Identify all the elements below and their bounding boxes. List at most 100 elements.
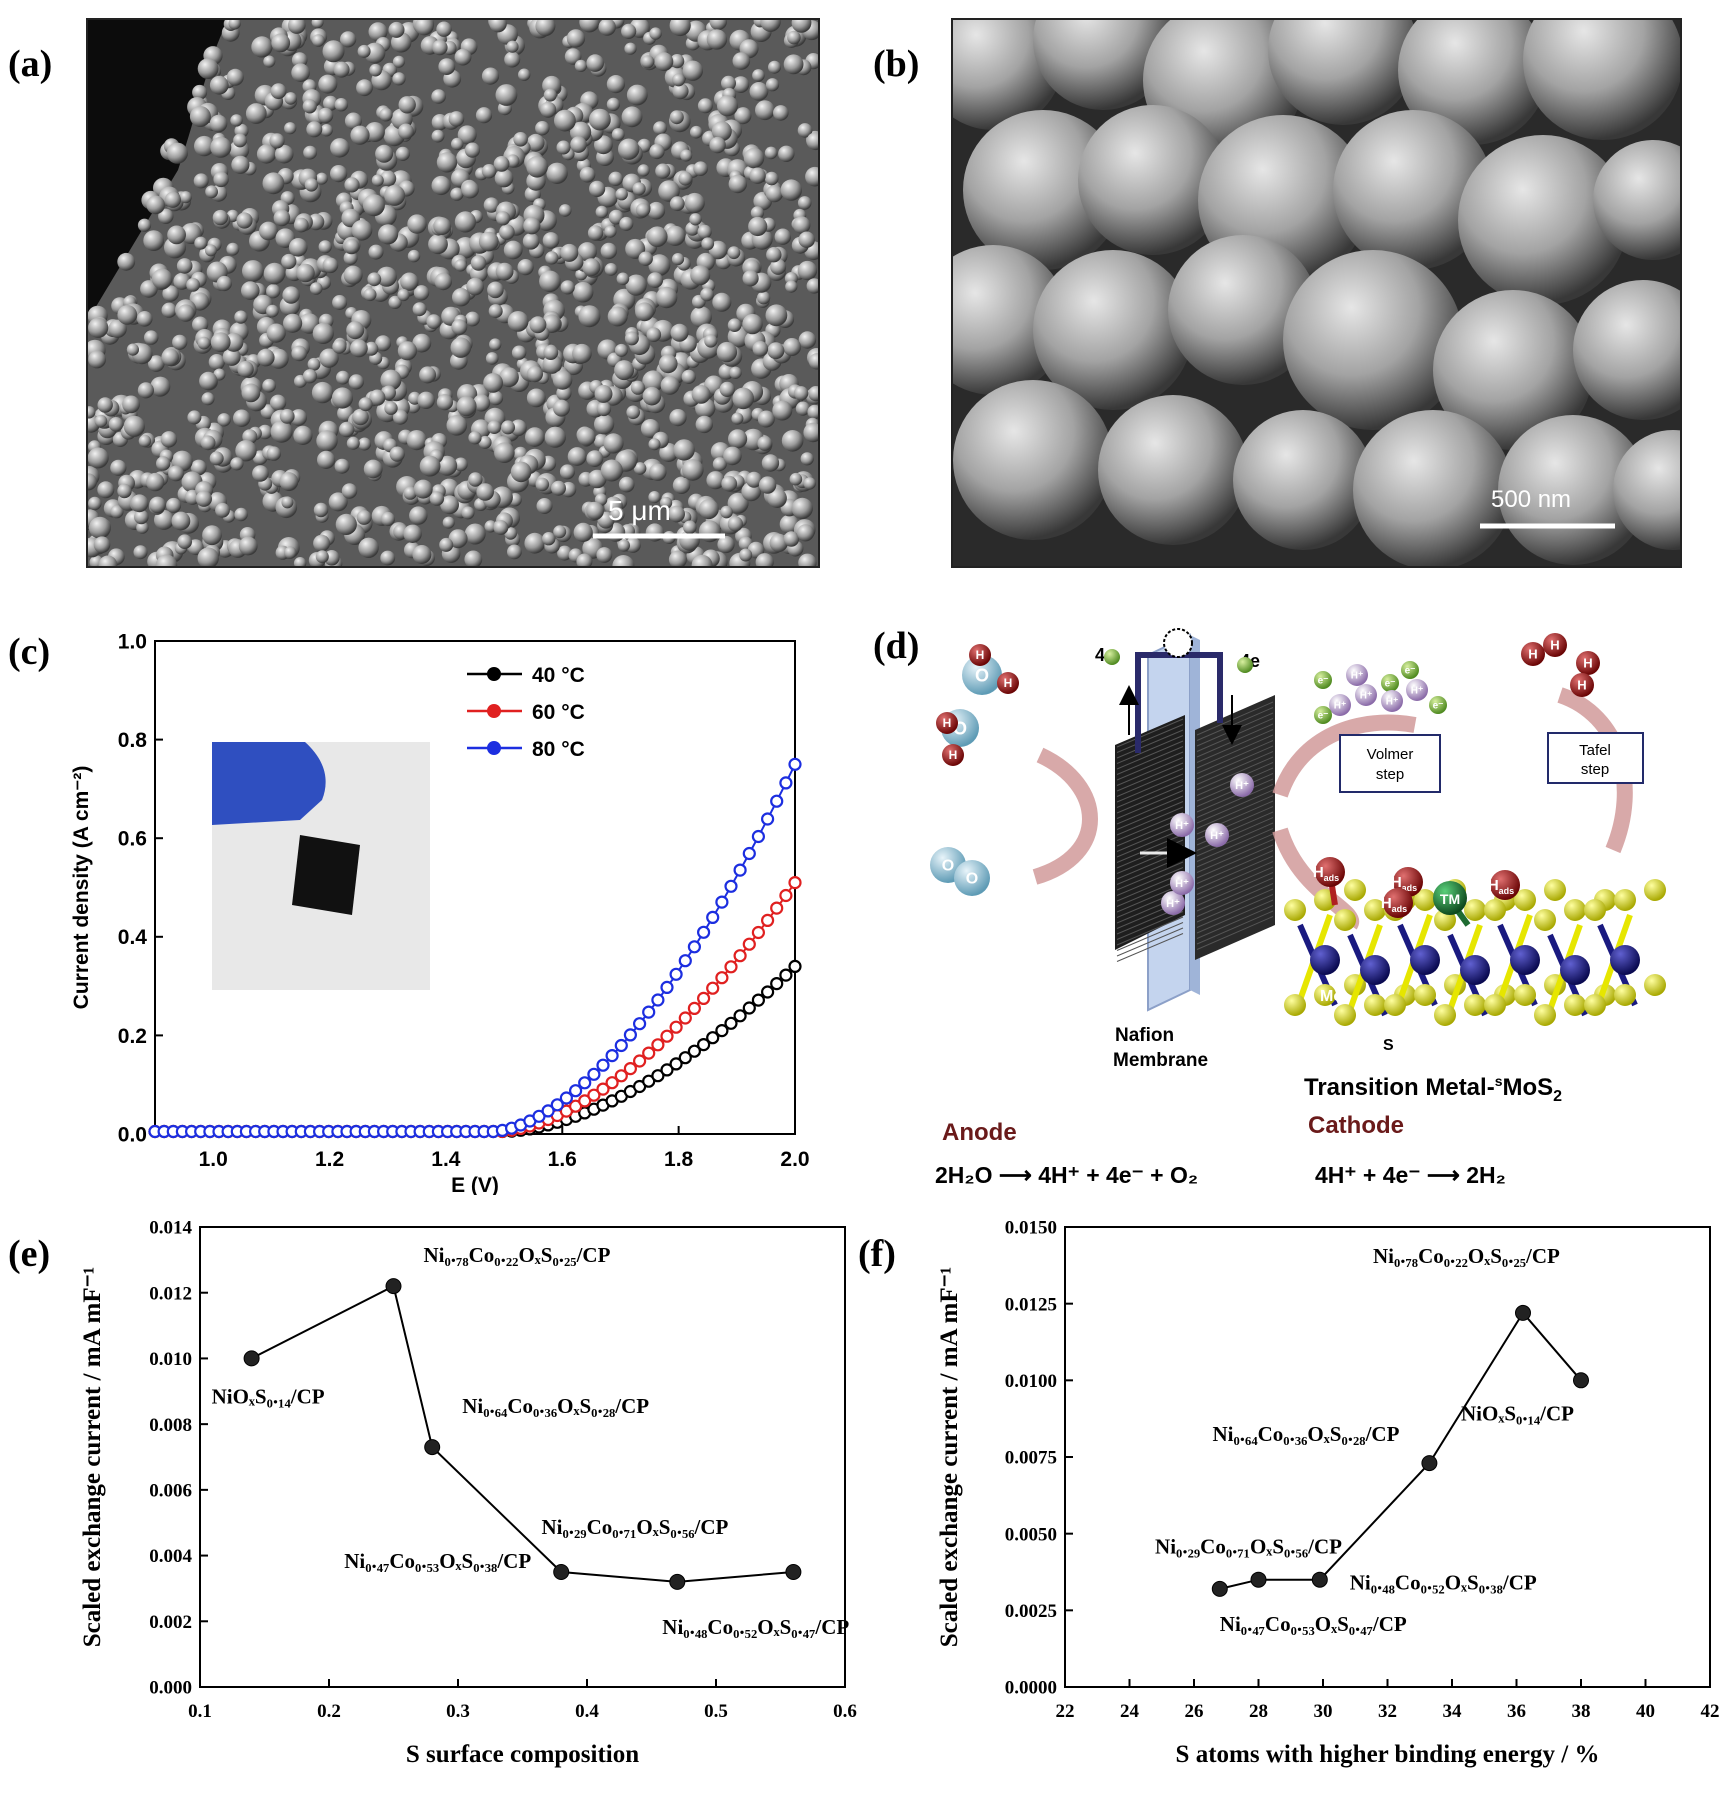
panel-c-letter: (c)	[8, 631, 51, 673]
molybdenum-atom	[1510, 945, 1540, 975]
sulfur-atom	[1434, 1004, 1456, 1026]
proton-6	[1406, 679, 1428, 701]
sulfur-atom	[1314, 984, 1336, 1006]
data-point	[706, 1031, 720, 1045]
scale-bar-label-b: 500 nm	[1491, 486, 1571, 513]
y-tick-label: 0.0	[118, 1123, 147, 1146]
legend-marker	[487, 667, 501, 681]
legend-label: 60 °C	[532, 701, 585, 724]
o2-atom-b-label: O	[966, 871, 978, 888]
membrane-proton-1-label: H⁺	[1235, 780, 1249, 792]
electron-5	[1401, 661, 1419, 679]
membrane-proton-4	[1161, 891, 1185, 915]
data-point	[742, 846, 756, 861]
x-tick-label: 42	[1701, 1701, 1720, 1722]
h-ads-1	[1315, 857, 1345, 887]
electron-9	[1314, 706, 1332, 724]
data-point	[632, 1017, 647, 1031]
x-tick-label: 1.2	[315, 1148, 344, 1171]
data-point	[788, 757, 802, 771]
sem-image-b: 500 nm	[951, 18, 1682, 568]
data-point	[724, 1016, 738, 1030]
membrane-label-1: Nafion	[1115, 1025, 1174, 1046]
data-point	[614, 1069, 628, 1083]
x-tick-label: 34	[1443, 1701, 1463, 1722]
sem-a-texture: 5 μm	[88, 20, 818, 566]
point-label: Ni₀.₄₈Co₀.₅₂OₓS₀.₄₇/CP	[662, 1615, 849, 1639]
data-point	[642, 1074, 656, 1088]
h2b-atom-a	[1576, 651, 1600, 675]
data-point	[669, 1020, 683, 1034]
proton-3-label: H⁺	[1360, 691, 1373, 702]
panel-e-letter: (e)	[8, 1233, 51, 1275]
water2-hydrogen-a-label: H	[943, 716, 952, 730]
data-point	[1311, 1571, 1328, 1588]
point-label: Ni₀.₇₈Co₀.₂₂OₓS₀.₂₅/CP	[1373, 1244, 1560, 1268]
s-atom-label: S	[1383, 1037, 1394, 1054]
y-tick-label: 0.006	[149, 1481, 192, 1502]
data-point	[715, 895, 729, 909]
x-tick-label: 22	[1056, 1701, 1075, 1722]
point-label: Ni₀.₄₈Co₀.₅₂OₓS₀.₃₈/CP	[1350, 1571, 1537, 1595]
chart-e: 0.1 0.2 0.3 0.4 0.5 0.6 0.000 0.002 0.004 0.006 0.…	[79, 1218, 857, 1768]
tafel-label-1: Tafel	[1579, 742, 1611, 759]
sulfur-atom	[1484, 899, 1506, 921]
data-point	[687, 940, 702, 954]
volmer-label-2: step	[1376, 766, 1404, 783]
x-tick-label: 1.8	[664, 1148, 694, 1171]
point-label: NiOₓS₀.₁₄/CP	[212, 1384, 325, 1408]
y-tick-label: 0.002	[149, 1612, 192, 1633]
h2a-atom-a-label: H	[1528, 647, 1537, 662]
legend-label: 40 °C	[532, 664, 585, 687]
mos2-lattice: Hads Hads Hads TM Hads	[1284, 857, 1666, 1026]
y-axis-label: Scaled exchange current / mA mF⁻¹	[936, 1267, 963, 1648]
y-tick-label: 0.0000	[1005, 1678, 1057, 1699]
h2b-atom-a-label: H	[1583, 656, 1592, 671]
data-point	[678, 954, 692, 968]
h-ads-4	[1490, 870, 1520, 900]
data-point	[715, 1024, 729, 1038]
sulfur-atom	[1534, 1004, 1556, 1026]
data-point	[706, 981, 720, 995]
membrane-proton-4-label: H⁺	[1166, 898, 1180, 910]
data-point	[788, 876, 802, 890]
proton-7-label: H⁺	[1386, 697, 1399, 708]
data-point	[678, 1011, 692, 1025]
data-point	[760, 985, 775, 999]
data-point	[578, 1076, 592, 1090]
electron-9-label: e⁻	[1318, 711, 1329, 722]
y-tick-label: 0.0150	[1005, 1218, 1057, 1239]
sulfur-atom	[1584, 994, 1606, 1016]
data-point	[779, 776, 793, 790]
y-tick-label: 0.0050	[1005, 1524, 1057, 1545]
data-point	[651, 993, 665, 1007]
y-axis-label: Scaled exchange current / mA mF⁻¹	[79, 1267, 106, 1648]
sulfur-atom	[1384, 994, 1406, 1016]
electron-5-label: e⁻	[1405, 666, 1416, 677]
panel-f-letter: (f)	[858, 1233, 896, 1275]
tm-atom	[1433, 881, 1467, 915]
data-point	[706, 910, 720, 924]
data-point	[587, 1088, 601, 1102]
sulfur-atom	[1364, 899, 1386, 921]
data-point	[779, 888, 793, 903]
x-axis-label: S surface composition	[406, 1741, 639, 1768]
sulfur-atom	[1514, 889, 1536, 911]
o2-atom-b	[954, 860, 990, 896]
point-label: Ni₀.₂₉Co₀.₇₁OₓS₀.₅₆/CP	[541, 1515, 728, 1539]
data-point	[632, 1054, 647, 1068]
data-point	[751, 829, 766, 844]
proton-3	[1355, 684, 1377, 706]
data-point	[733, 863, 747, 877]
x-tick-label: 0.1	[188, 1701, 212, 1722]
data-point	[424, 1439, 441, 1456]
point-label: Ni₀.₆₄Co₀.₃₆OₓS₀.₂₈/CP	[462, 1394, 649, 1418]
data-point	[553, 1564, 570, 1580]
x-tick-label: 28	[1249, 1701, 1268, 1722]
data-point	[550, 1098, 564, 1112]
data-point	[724, 879, 738, 893]
electrolyzer-stack	[1115, 628, 1275, 1012]
x-tick-label: 26	[1185, 1701, 1204, 1722]
y-tick-label: 0.012	[149, 1283, 192, 1304]
h-ads-3	[1383, 888, 1413, 918]
